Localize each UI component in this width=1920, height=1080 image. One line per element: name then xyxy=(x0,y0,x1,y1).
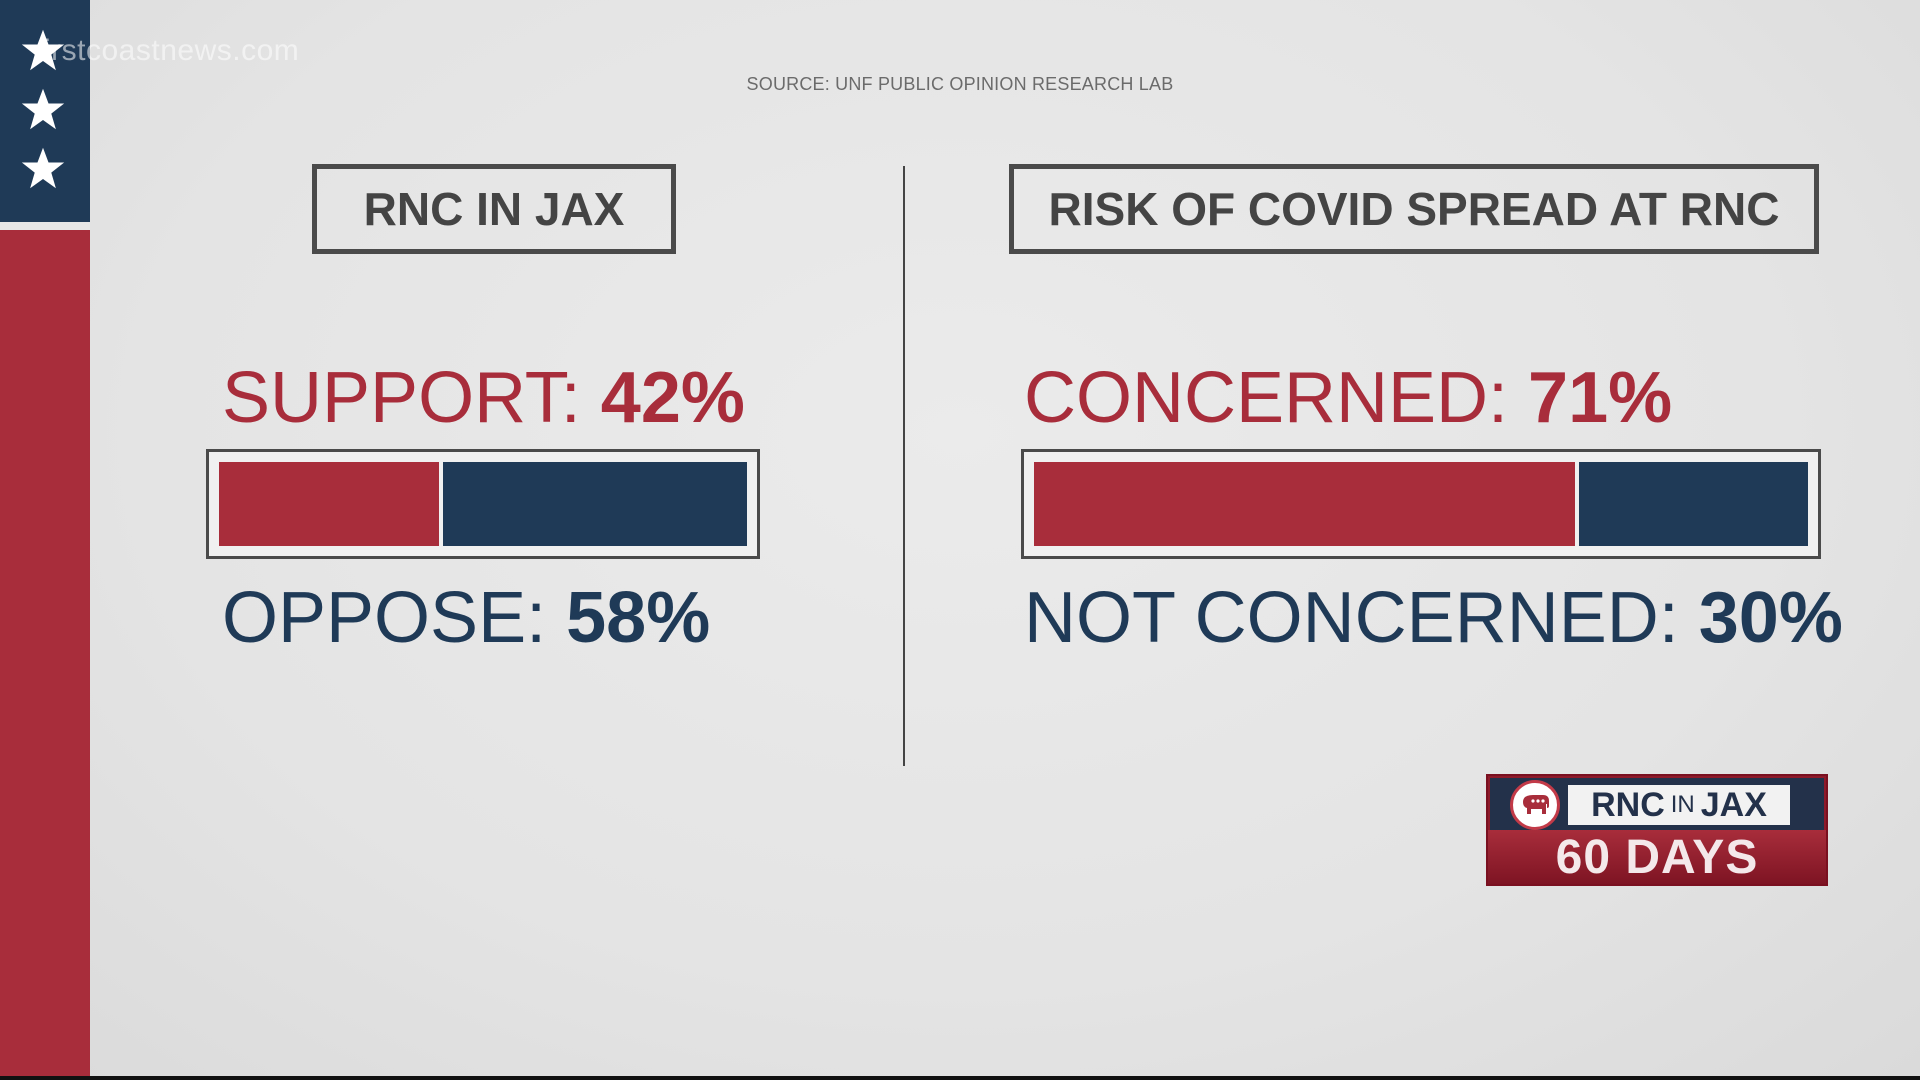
rnc-countdown-badge: RNC IN JAX 60 DAYS xyxy=(1486,774,1828,886)
badge-countdown: 60 DAYS xyxy=(1488,830,1826,884)
concerned-stat: CONCERNED: 71% xyxy=(1024,362,1672,434)
not-concerned-value: 30% xyxy=(1698,578,1843,658)
bar-segment-gap xyxy=(1575,462,1580,546)
badge-title-in: IN xyxy=(1670,791,1695,818)
bar-segment-support xyxy=(219,462,440,546)
station-watermark: irstcoastnews.com xyxy=(44,34,300,67)
support-stat: SUPPORT: 42% xyxy=(222,362,745,434)
bottom-edge xyxy=(0,1076,1920,1080)
left-chart-title: RNC IN JAX xyxy=(312,164,676,254)
concerned-value: 71% xyxy=(1528,358,1673,438)
bar-track xyxy=(219,462,747,546)
oppose-stat: OPPOSE: 58% xyxy=(222,582,710,654)
right-chart-title: RISK OF COVID SPREAD AT RNC xyxy=(1009,164,1819,254)
oppose-value: 58% xyxy=(566,578,711,658)
flag-red-field xyxy=(0,230,90,1076)
elephant-logo-icon xyxy=(1510,780,1560,830)
bar-segment-oppose xyxy=(443,462,747,546)
concerned-label: CONCERNED: xyxy=(1024,358,1509,438)
flag-strip xyxy=(0,0,90,1076)
star-icon xyxy=(21,147,65,189)
badge-title-rnc: RNC xyxy=(1591,785,1665,824)
star-icon xyxy=(21,88,65,130)
flag-separator xyxy=(0,222,90,230)
not-concerned-label: NOT CONCERNED: xyxy=(1024,578,1679,658)
concerned-bar xyxy=(1021,449,1821,559)
badge-title: RNC IN JAX xyxy=(1568,785,1790,825)
bar-track xyxy=(1034,462,1808,546)
source-credit: SOURCE: UNF PUBLIC OPINION RESEARCH LAB xyxy=(746,74,1174,94)
badge-title-jax: JAX xyxy=(1700,785,1767,824)
support-label: SUPPORT: xyxy=(222,358,581,438)
badge-header: RNC IN JAX xyxy=(1490,778,1824,830)
bar-segment-concerned xyxy=(1034,462,1576,546)
star-icon xyxy=(21,29,65,71)
support-value: 42% xyxy=(600,358,745,438)
not-concerned-stat: NOT CONCERNED: 30% xyxy=(1024,582,1843,654)
oppose-label: OPPOSE: xyxy=(222,578,547,658)
panel-divider xyxy=(903,166,905,766)
bar-segment-not-concerned xyxy=(1579,462,1808,546)
support-oppose-bar xyxy=(206,449,760,559)
bar-segment-gap xyxy=(439,462,444,546)
